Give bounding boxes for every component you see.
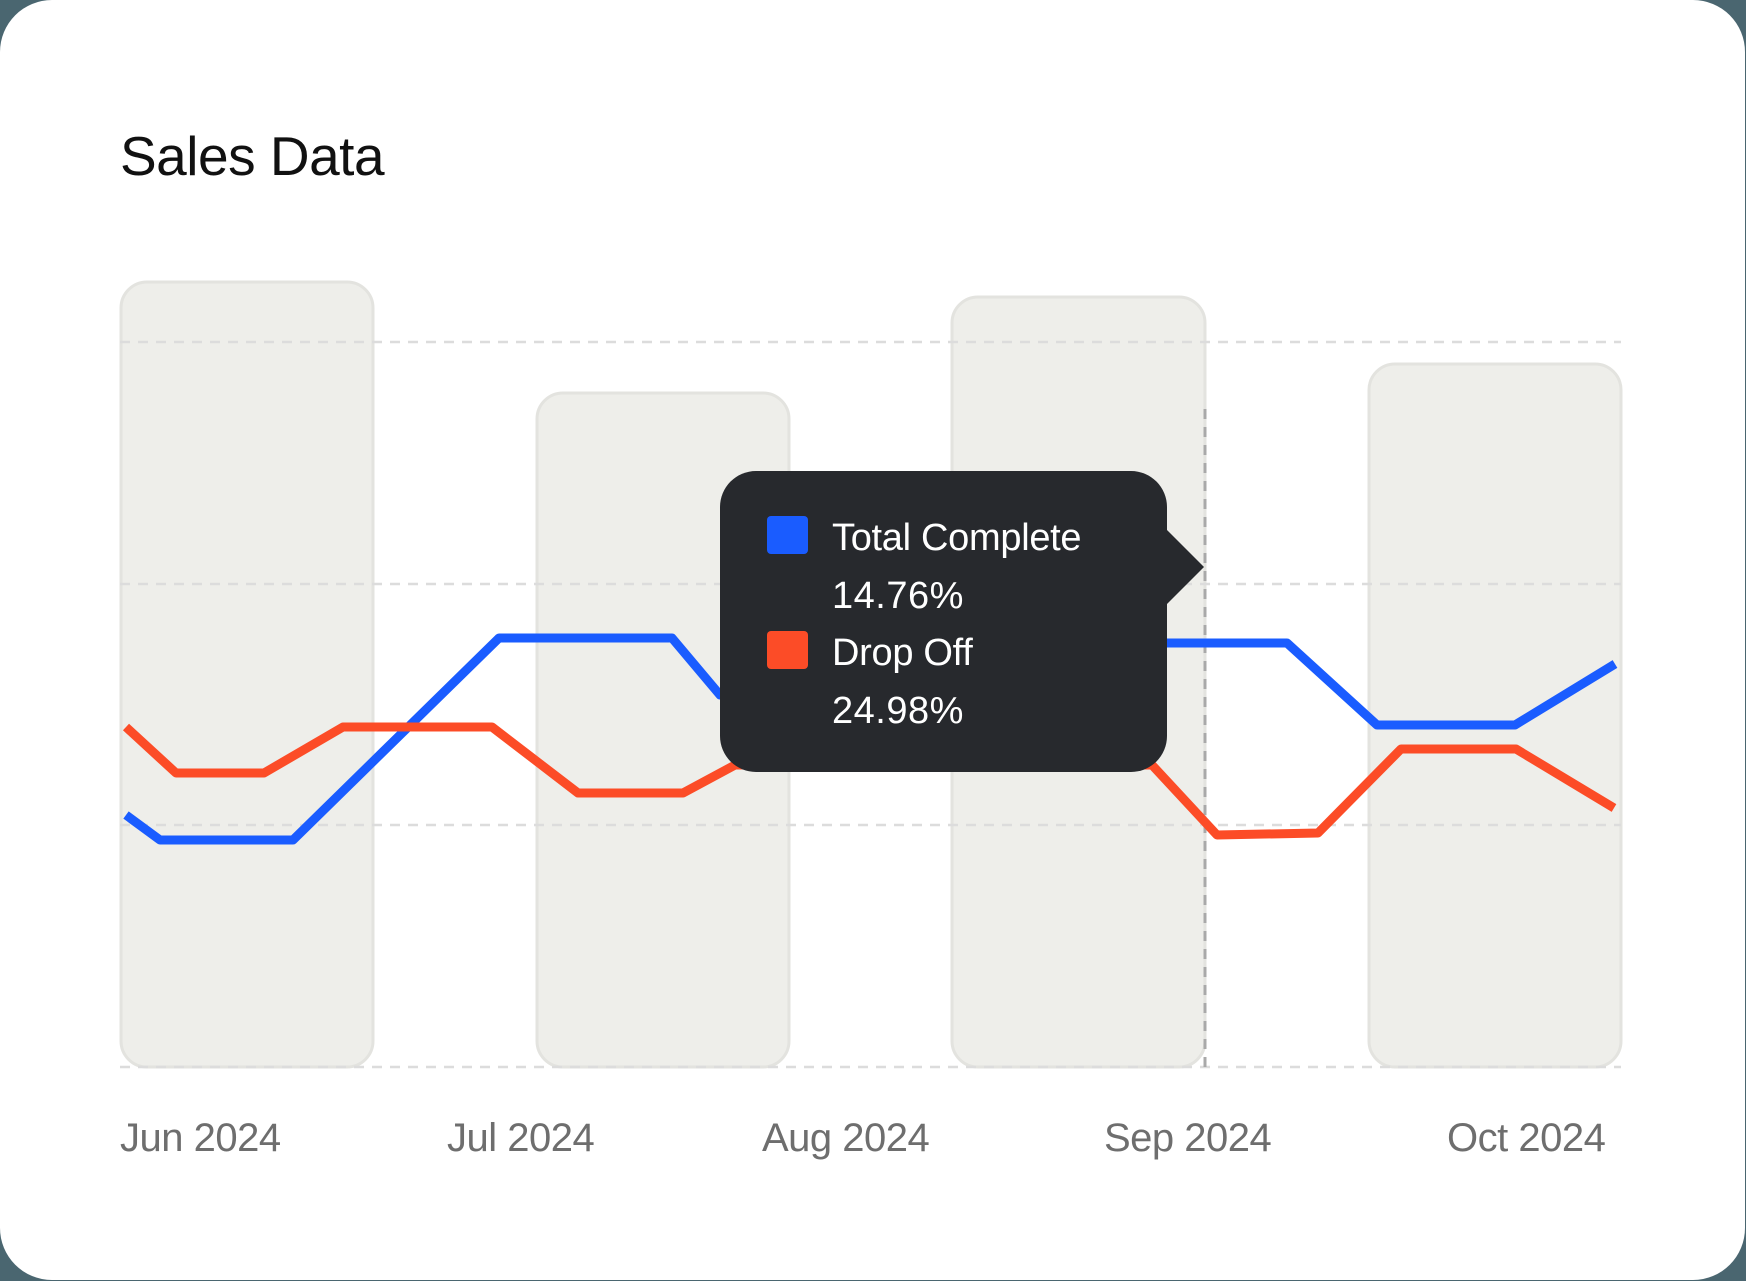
chart-title: Sales Data xyxy=(120,125,385,187)
tooltip-value: 14.76% xyxy=(832,575,964,617)
tooltip-value: 24.98% xyxy=(832,690,964,732)
x-axis-label: Aug 2024 xyxy=(762,1116,930,1160)
tooltip-label: Total Complete xyxy=(832,517,1082,559)
chart-tooltip: Total Complete 14.76% Drop Off 24.98% xyxy=(720,471,1204,772)
background-bar-jun-2024 xyxy=(119,280,375,1069)
series-line-drop-off[interactable] xyxy=(122,722,1617,840)
legend-swatch-total-complete xyxy=(767,516,808,554)
x-axis-label: Oct 2024 xyxy=(1447,1116,1606,1160)
grid-lines xyxy=(120,340,1621,1069)
x-axis-label: Sep 2024 xyxy=(1104,1116,1272,1160)
tooltip-label: Drop Off xyxy=(832,632,973,674)
x-axis-label: Jun 2024 xyxy=(120,1116,281,1160)
background-bar-sep-2024 xyxy=(1367,362,1623,1069)
tooltip-pointer xyxy=(1166,529,1204,605)
x-axis-label: Jul 2024 xyxy=(447,1116,595,1160)
legend-swatch-drop-off xyxy=(767,631,808,669)
